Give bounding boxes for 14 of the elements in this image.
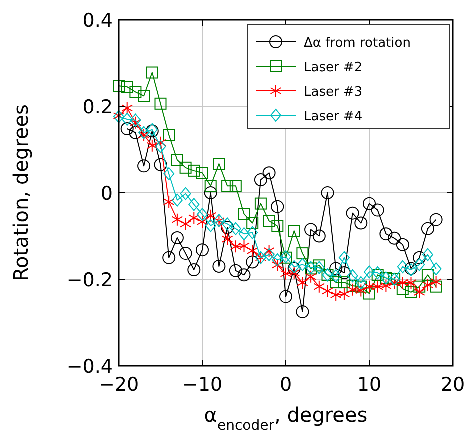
x-tick-label: 0 <box>280 374 292 396</box>
legend-label: Laser #4 <box>304 110 363 124</box>
legend-label: Laser #3 <box>304 85 363 100</box>
y-tick-label: 0.4 <box>82 10 113 32</box>
x-tick-label: 10 <box>357 374 382 396</box>
y-tick-label: 0 <box>100 183 113 205</box>
y-tick-label: −0.2 <box>66 270 113 292</box>
x-tick-label: −10 <box>182 374 223 396</box>
x-tick-label: 20 <box>440 374 466 396</box>
legend-label: Δα from rotation <box>304 36 411 51</box>
y-tick-label: 0.2 <box>82 96 113 118</box>
legend-label: Laser #2 <box>304 60 363 76</box>
y-axis-title: Rotation, degrees <box>9 104 33 282</box>
x-axis-title: α$_{encoder}$, degrees <box>204 403 368 434</box>
